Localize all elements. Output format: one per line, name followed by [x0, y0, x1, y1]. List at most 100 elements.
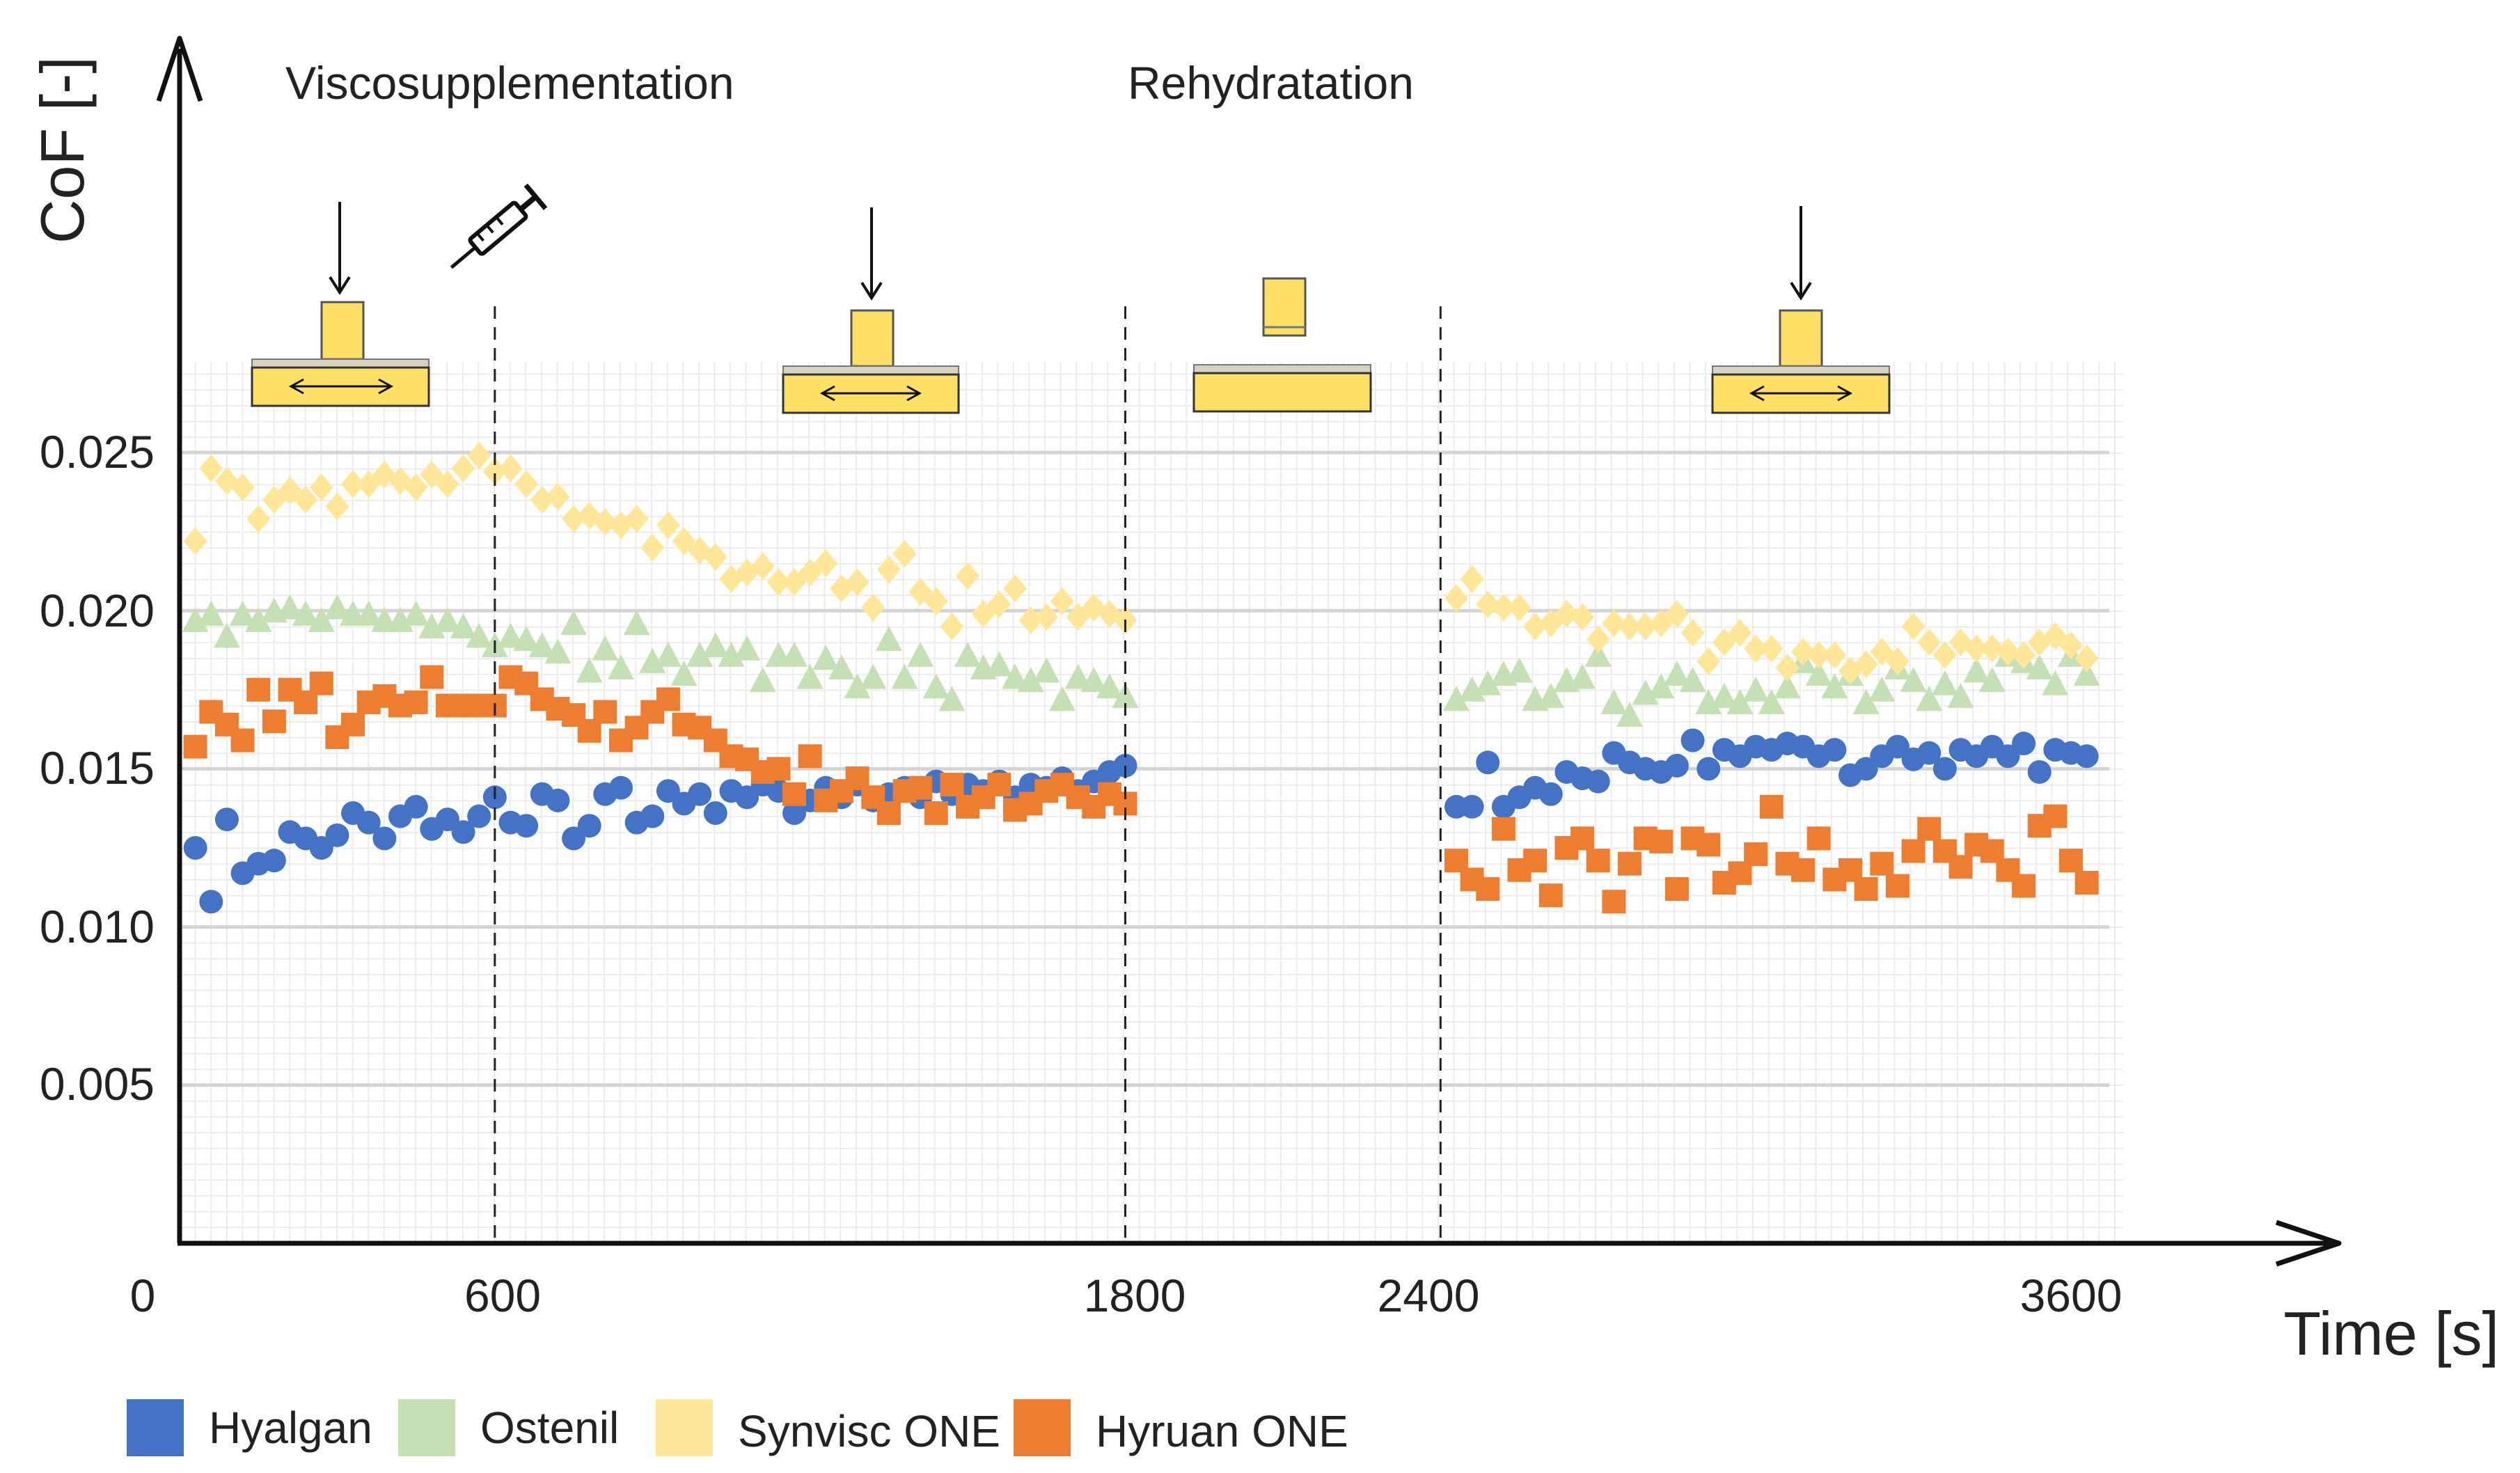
- tribometer-icon-loaded-1: [251, 202, 430, 407]
- data-point-synvisc-one: [341, 470, 365, 498]
- data-point-hyruan-one: [1649, 829, 1674, 853]
- data-point-synvisc-one: [1696, 647, 1721, 675]
- data-point-ostenil: [1033, 657, 1060, 683]
- data-point-ostenil: [402, 600, 430, 626]
- data-point-synvisc-one: [1932, 640, 1957, 669]
- data-point-hyruan-one: [1901, 839, 1926, 863]
- data-point-ostenil: [450, 613, 477, 638]
- data-point-hyalgan: [1113, 753, 1137, 778]
- data-point-hyalgan: [2074, 744, 2099, 769]
- data-point-synvisc-one: [1806, 640, 1831, 669]
- data-point-synvisc-one: [1602, 609, 1626, 638]
- data-point-hyalgan: [1538, 782, 1563, 806]
- data-point-ostenil: [1648, 673, 1675, 699]
- data-point-synvisc-one: [498, 454, 523, 482]
- data-point-hyalgan: [562, 826, 586, 851]
- data-point-ostenil: [860, 663, 887, 689]
- data-point-hyalgan: [656, 779, 680, 803]
- data-point-hyalgan: [1586, 769, 1610, 794]
- data-point-synvisc-one: [703, 542, 727, 571]
- data-point-synvisc-one: [1050, 587, 1074, 615]
- x-tick-1800: 1800: [1084, 1270, 1186, 1321]
- data-point-synvisc-one: [798, 558, 822, 587]
- data-point-synvisc-one: [2043, 622, 2068, 650]
- data-point-synvisc-one: [1444, 584, 1468, 613]
- data-point-synvisc-one: [1460, 565, 1484, 593]
- legend-label-hyruan-one: Hyruan ONE: [1096, 1406, 1348, 1456]
- x-tick-labels: 0 600 1800 2400 3600: [130, 1270, 2123, 1321]
- data-point-hyruan-one: [2043, 804, 2068, 828]
- data-point-hyalgan: [199, 890, 223, 914]
- data-point-synvisc-one: [199, 454, 223, 482]
- data-point-ostenil: [686, 641, 714, 667]
- data-point-ostenil: [560, 610, 588, 636]
- data-point-ostenil: [2042, 670, 2069, 695]
- data-point-ostenil: [355, 600, 382, 626]
- data-point-hyruan-one: [876, 801, 901, 826]
- data-point-ostenil: [844, 673, 871, 699]
- data-point-synvisc-one: [1523, 612, 1548, 640]
- data-point-ostenil: [607, 654, 634, 679]
- data-point-hyalgan: [577, 814, 601, 838]
- legend-swatch-hyruan-one: [1014, 1399, 1071, 1456]
- data-point-ostenil: [497, 622, 524, 648]
- data-point-hyruan-one: [940, 773, 964, 797]
- data-point-hyruan-one: [1806, 826, 1831, 851]
- data-point-synvisc-one: [1649, 609, 1674, 638]
- data-point-synvisc-one: [356, 470, 381, 498]
- data-point-ostenil: [828, 654, 855, 679]
- data-point-synvisc-one: [1066, 603, 1090, 631]
- data-point-ostenil: [592, 635, 619, 661]
- data-point-hyruan-one: [262, 709, 286, 734]
- data-point-ostenil: [1774, 673, 1801, 699]
- data-point-ostenil: [276, 594, 304, 620]
- data-point-ostenil: [654, 641, 682, 667]
- data-point-hyruan-one: [798, 744, 822, 769]
- phase-title-rehydratation: Rehydratation: [1128, 57, 1414, 109]
- data-point-ostenil: [1963, 657, 1990, 683]
- x-tick-3600: 3600: [2020, 1270, 2123, 1321]
- data-point-ostenil: [1569, 663, 1596, 689]
- data-point-ostenil: [418, 613, 446, 638]
- data-point-synvisc-one: [750, 552, 775, 581]
- data-point-synvisc-one: [640, 533, 665, 562]
- data-point-hyalgan: [703, 801, 727, 826]
- data-point-synvisc-one: [530, 486, 554, 514]
- data-point-synvisc-one: [971, 599, 995, 628]
- data-point-hyalgan: [435, 808, 459, 832]
- data-point-ostenil: [1695, 688, 1722, 714]
- phase-boundaries: [494, 306, 1442, 1243]
- x-axis-arrow: [2275, 1220, 2342, 1267]
- data-point-synvisc-one: [782, 568, 807, 597]
- data-point-synvisc-one: [593, 507, 617, 536]
- data-point-hyruan-one: [766, 757, 791, 781]
- data-point-ostenil: [670, 661, 698, 686]
- data-point-synvisc-one: [1791, 638, 1816, 666]
- data-point-ostenil: [1805, 661, 1832, 686]
- data-point-synvisc-one: [908, 577, 933, 606]
- data-point-ostenil: [781, 641, 808, 667]
- data-point-hyalgan: [514, 814, 539, 838]
- data-point-synvisc-one: [672, 527, 696, 556]
- data-point-hyruan-one: [1570, 826, 1595, 851]
- data-point-hyruan-one: [1870, 851, 1894, 876]
- data-point-synvisc-one: [1664, 599, 1689, 628]
- data-points: [182, 441, 2100, 914]
- data-point-ostenil: [1458, 676, 1486, 702]
- data-point-hyruan-one: [1618, 851, 1642, 876]
- data-point-hyalgan: [782, 801, 807, 826]
- y-axis-title: CoF [-]: [28, 56, 97, 244]
- data-point-synvisc-one: [1901, 612, 1926, 640]
- data-point-hyruan-one: [341, 712, 365, 736]
- data-point-hyruan-one: [1586, 849, 1610, 873]
- data-point-synvisc-one: [876, 556, 901, 584]
- data-point-synvisc-one: [766, 568, 791, 597]
- data-point-synvisc-one: [309, 473, 333, 501]
- data-point-ostenil: [734, 635, 761, 661]
- data-point-ostenil: [922, 673, 950, 699]
- plot-grid: [179, 362, 2123, 1244]
- data-point-synvisc-one: [2059, 631, 2083, 660]
- data-point-hyalgan: [1696, 757, 1721, 781]
- data-point-ostenil: [1758, 688, 1785, 714]
- axes: [156, 36, 2342, 1267]
